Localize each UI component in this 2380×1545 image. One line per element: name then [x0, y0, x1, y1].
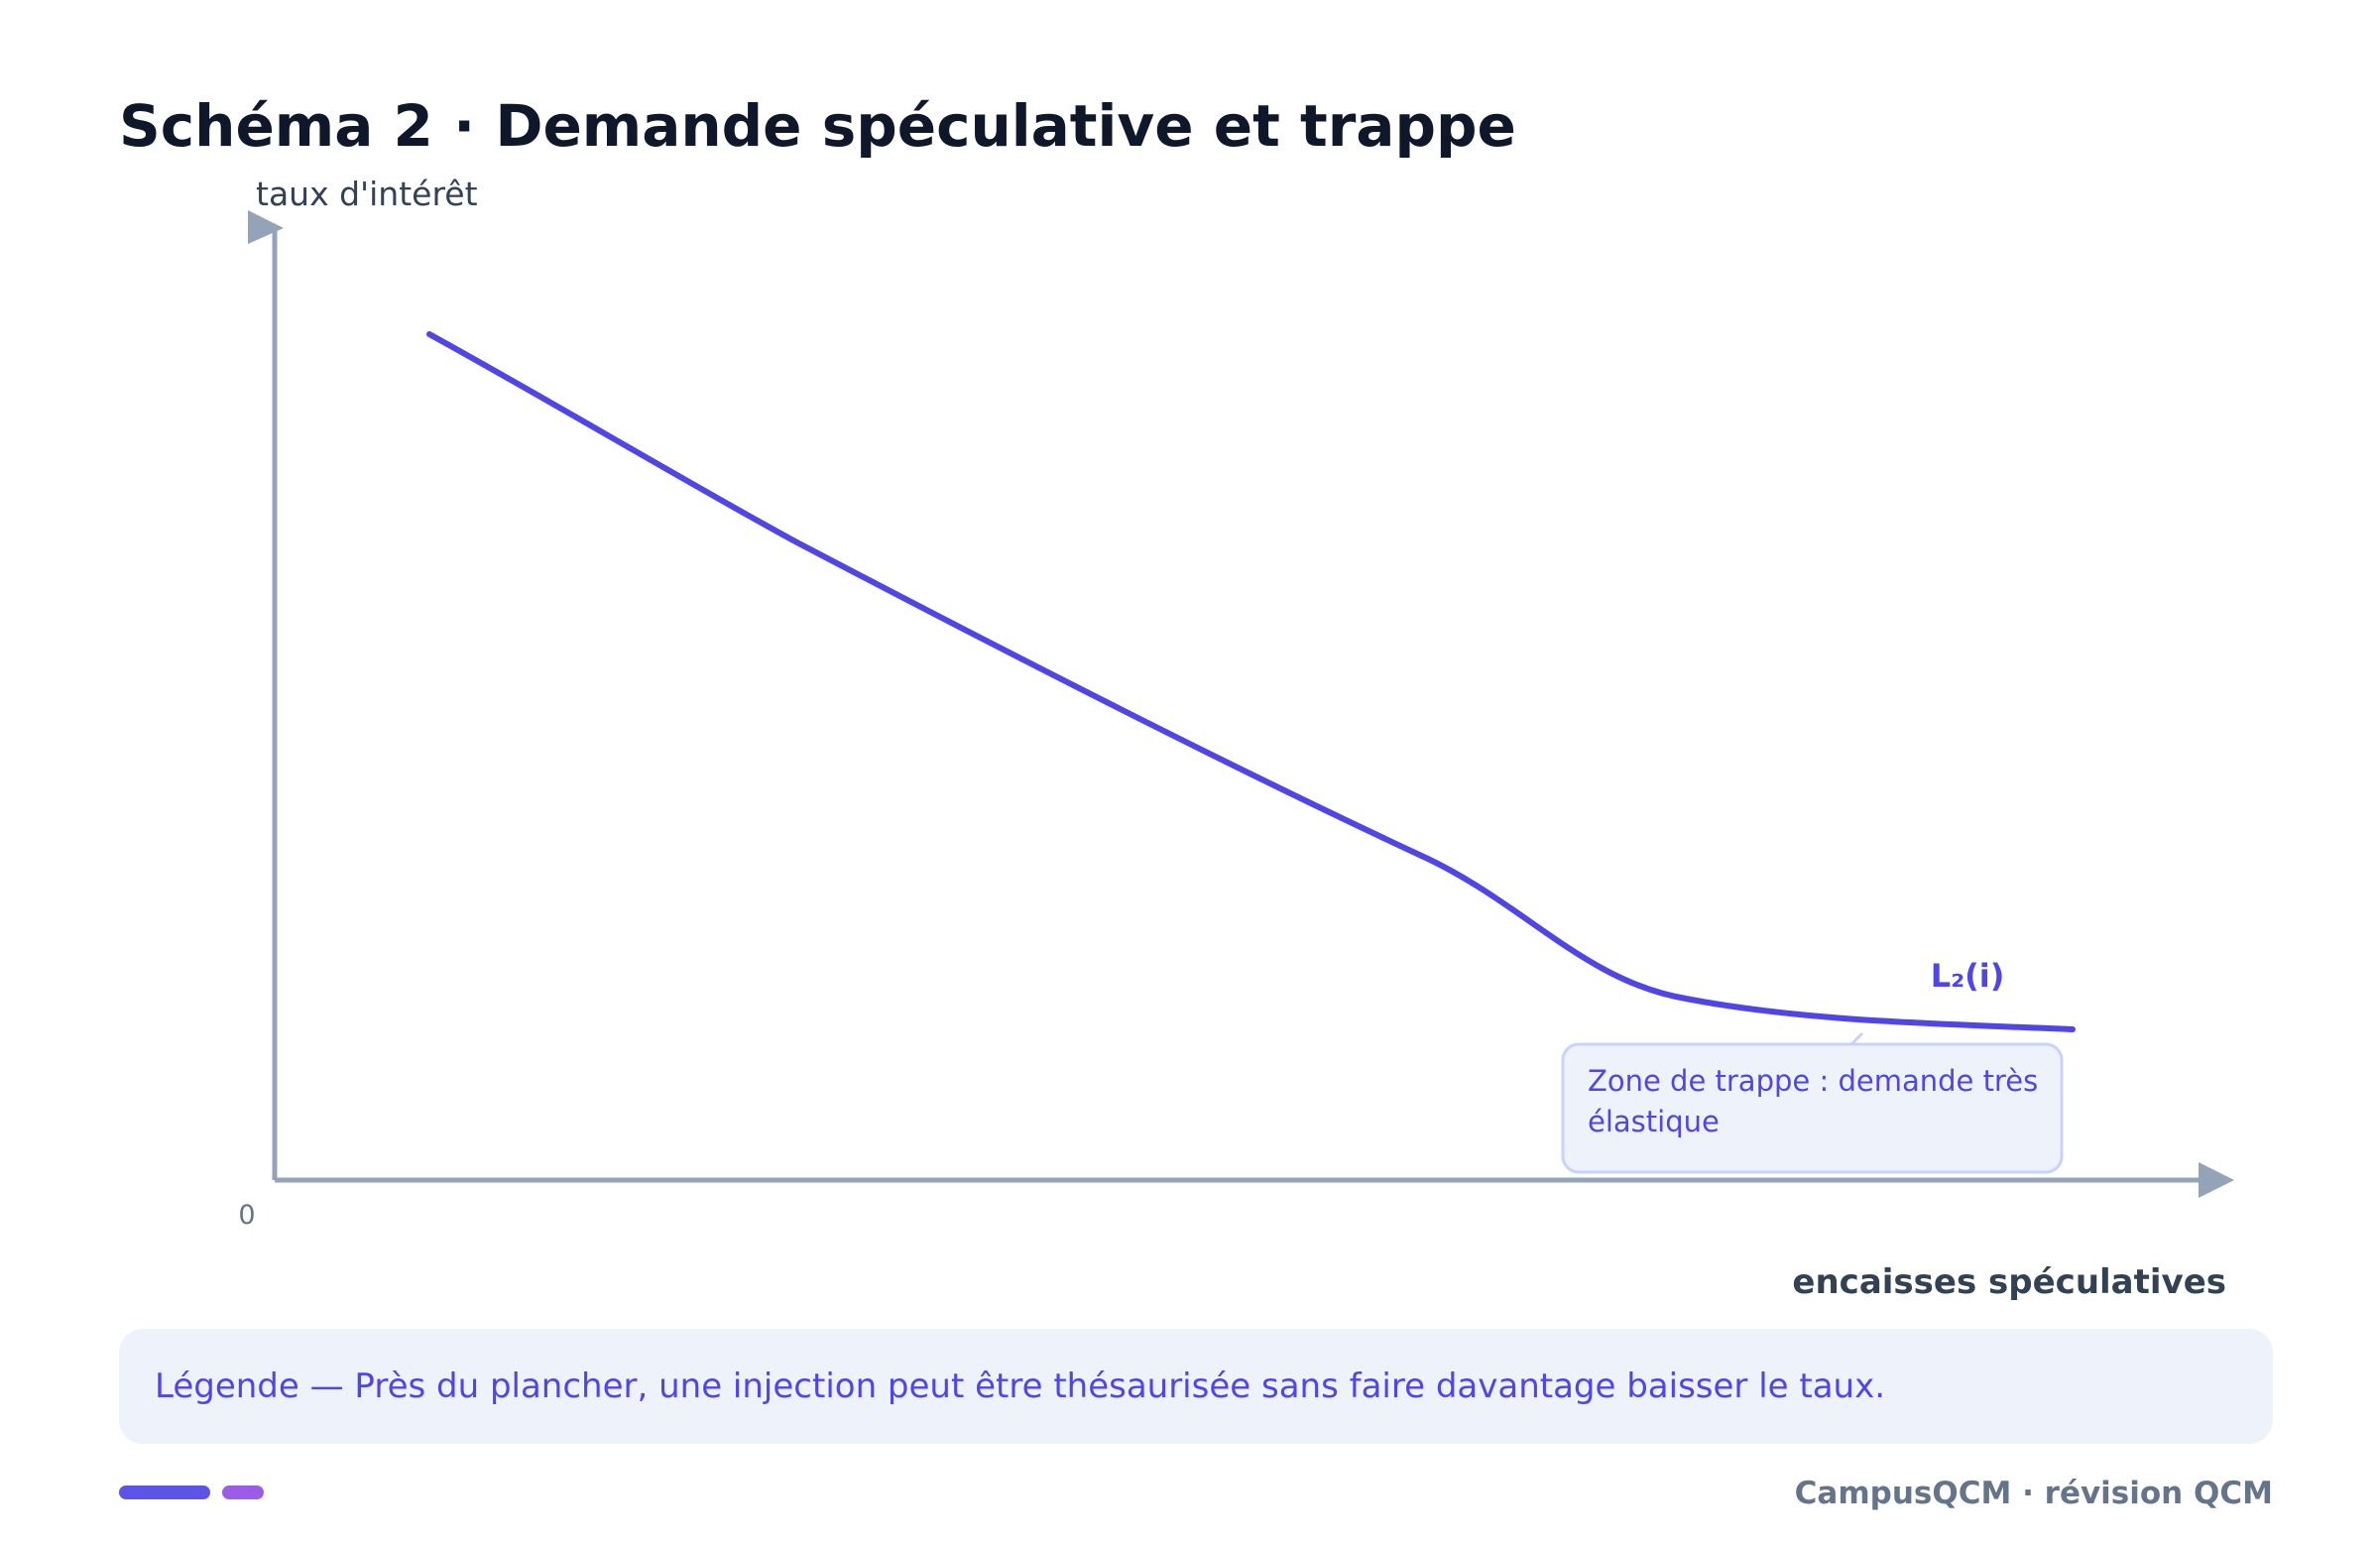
legend-box: Légende — Près du plancher, une injectio… — [119, 1329, 2273, 1444]
annotation-line-1: Zone de trappe : demande très — [1588, 1064, 2038, 1098]
footer-brand: CampusQCM · révision QCM — [1794, 1476, 2273, 1511]
y-axis-arrow — [248, 210, 284, 244]
speculative-demand-curve — [426, 331, 2076, 1032]
footer-accent-dot — [222, 1486, 264, 1499]
legend-text: Légende — Près du plancher, une injectio… — [155, 1367, 1886, 1406]
y-axis-label: taux d'intérêt — [256, 175, 478, 213]
annotation-line-2: élastique — [1588, 1105, 1720, 1138]
footer-accent-bar — [119, 1486, 210, 1499]
x-axis-label: encaisses spéculatives — [1792, 1262, 2226, 1302]
chart-title: Schéma 2 · Demande spéculative et trappe — [119, 92, 1516, 160]
x-axis-arrow — [2199, 1162, 2234, 1198]
trap-zone-annotation — [1561, 1042, 2064, 1174]
origin-label: 0 — [238, 1200, 255, 1231]
curve-label: L₂(i) — [1931, 957, 2005, 995]
